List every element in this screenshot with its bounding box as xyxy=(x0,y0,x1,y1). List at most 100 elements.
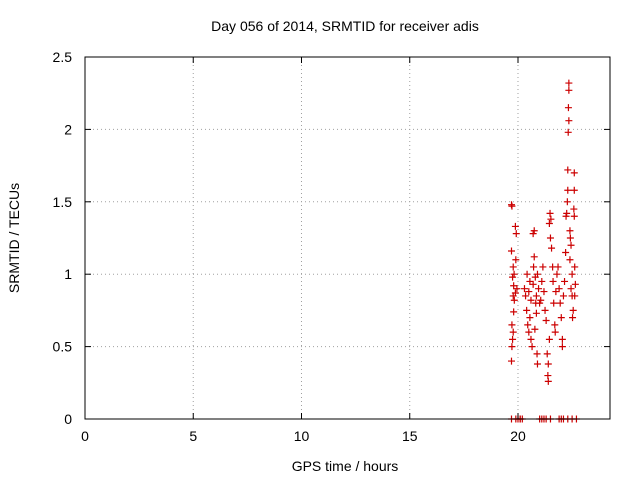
data-point xyxy=(571,280,579,288)
data-point xyxy=(566,227,574,235)
y-tick-label: 0 xyxy=(64,411,72,427)
data-point xyxy=(555,285,563,293)
data-point xyxy=(565,79,573,87)
data-point xyxy=(565,86,573,94)
data-point xyxy=(525,288,533,296)
data-point xyxy=(532,292,540,300)
data-point xyxy=(509,335,517,343)
data-point xyxy=(558,343,566,351)
data-point xyxy=(568,270,576,278)
data-point xyxy=(551,321,559,329)
plot-frame xyxy=(84,56,611,420)
data-point xyxy=(508,343,516,351)
x-tick-label: 20 xyxy=(510,428,526,444)
data-point xyxy=(569,306,577,314)
data-points xyxy=(507,79,580,423)
data-point xyxy=(510,308,518,316)
x-axis-label: GPS time / hours xyxy=(292,458,399,474)
data-point xyxy=(567,241,575,249)
data-point xyxy=(545,220,553,228)
data-point xyxy=(556,299,564,307)
data-point xyxy=(523,306,531,314)
data-point xyxy=(544,360,552,368)
data-point xyxy=(543,350,551,358)
data-point xyxy=(509,328,517,336)
data-point xyxy=(530,227,538,235)
data-point xyxy=(557,314,565,322)
data-point xyxy=(524,321,532,329)
data-point xyxy=(541,306,549,314)
data-point xyxy=(526,314,534,322)
data-point xyxy=(547,215,555,223)
data-point xyxy=(511,289,519,297)
y-tick-label: 1 xyxy=(64,266,72,282)
data-point xyxy=(569,314,577,322)
data-point xyxy=(546,209,554,217)
data-point xyxy=(549,277,557,285)
data-point xyxy=(563,209,571,217)
data-point xyxy=(525,328,533,336)
x-tick-label: 15 xyxy=(402,428,418,444)
data-point xyxy=(533,350,541,358)
data-point xyxy=(564,166,572,174)
data-point xyxy=(564,128,572,136)
y-axis-label: SRMTID / TECUs xyxy=(6,183,22,293)
data-point xyxy=(527,335,535,343)
data-point xyxy=(546,234,554,242)
data-point xyxy=(529,280,537,288)
data-point xyxy=(528,343,536,351)
data-point xyxy=(533,360,541,368)
data-point xyxy=(566,234,574,242)
data-point xyxy=(553,270,561,278)
chart-title: Day 056 of 2014, SRMTID for receiver adi… xyxy=(211,18,479,34)
data-point xyxy=(551,328,559,336)
data-point xyxy=(570,169,578,177)
x-tick-label: 10 xyxy=(294,428,310,444)
data-point xyxy=(540,288,548,296)
data-point xyxy=(554,263,562,271)
data-point xyxy=(508,321,516,329)
data-point xyxy=(558,335,566,343)
data-point xyxy=(565,117,573,125)
y-tick-label: 1.5 xyxy=(53,194,73,210)
data-point xyxy=(509,273,517,281)
data-point xyxy=(520,285,528,293)
data-point xyxy=(507,247,515,255)
y-tick-label: 0.5 xyxy=(53,339,73,355)
data-point xyxy=(561,277,569,285)
data-point xyxy=(512,230,520,238)
data-point xyxy=(570,186,578,194)
data-point xyxy=(507,357,515,365)
data-point xyxy=(564,186,572,194)
data-point xyxy=(532,309,540,317)
data-point xyxy=(567,285,575,293)
x-tick-label: 0 xyxy=(81,428,89,444)
data-point xyxy=(509,263,517,271)
data-point xyxy=(544,377,552,385)
data-point xyxy=(566,256,574,264)
data-point xyxy=(539,263,547,271)
data-point xyxy=(522,292,530,300)
data-point xyxy=(542,317,550,325)
data-point xyxy=(564,104,572,112)
data-point xyxy=(530,253,538,261)
data-point xyxy=(510,296,518,304)
data-point xyxy=(570,212,578,220)
data-point xyxy=(548,244,556,252)
data-point xyxy=(571,292,579,300)
grid-lines xyxy=(85,57,610,419)
data-point xyxy=(513,285,521,293)
data-point xyxy=(571,263,579,271)
axis-ticks: 0 5 10 15 20 0 0.5 1 1.5 2 2.5 xyxy=(53,49,610,444)
data-point xyxy=(530,263,538,271)
data-point xyxy=(562,248,570,256)
data-point xyxy=(537,296,545,304)
data-point xyxy=(511,222,519,230)
data-point xyxy=(545,335,553,343)
data-point xyxy=(550,299,558,307)
data-point xyxy=(512,256,520,264)
y-tick-label: 2 xyxy=(64,121,72,137)
data-point xyxy=(508,202,516,210)
data-point xyxy=(531,325,539,333)
